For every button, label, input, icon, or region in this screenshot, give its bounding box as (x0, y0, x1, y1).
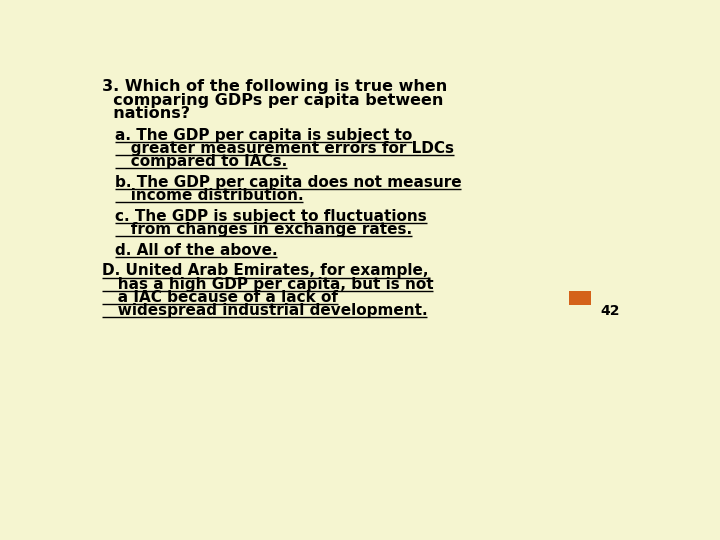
Text: a IAC because of a lack of: a IAC because of a lack of (102, 289, 338, 305)
Text: nations?: nations? (102, 106, 189, 122)
Text: D. United Arab Emirates, for example,: D. United Arab Emirates, for example, (102, 264, 428, 279)
Bar (569, 291, 590, 305)
Text: compared to IACs.: compared to IACs. (114, 154, 287, 169)
Text: from changes in exchange rates.: from changes in exchange rates. (114, 222, 412, 237)
Text: widespread industrial development.: widespread industrial development. (102, 303, 427, 318)
Text: comparing GDPs per capita between: comparing GDPs per capita between (102, 92, 443, 107)
Text: d. All of the above.: d. All of the above. (114, 242, 277, 258)
Text: b. The GDP per capita does not measure: b. The GDP per capita does not measure (114, 175, 462, 190)
Text: income distribution.: income distribution. (114, 188, 303, 203)
Text: c. The GDP is subject to fluctuations: c. The GDP is subject to fluctuations (114, 209, 426, 224)
Text: 42: 42 (600, 304, 619, 318)
Text: a. The GDP per capita is subject to: a. The GDP per capita is subject to (114, 128, 412, 143)
Text: 3. Which of the following is true when: 3. Which of the following is true when (102, 79, 447, 93)
Text: has a high GDP per capita, but is not: has a high GDP per capita, but is not (102, 276, 433, 292)
Text: greater measurement errors for LDCs: greater measurement errors for LDCs (114, 141, 454, 156)
